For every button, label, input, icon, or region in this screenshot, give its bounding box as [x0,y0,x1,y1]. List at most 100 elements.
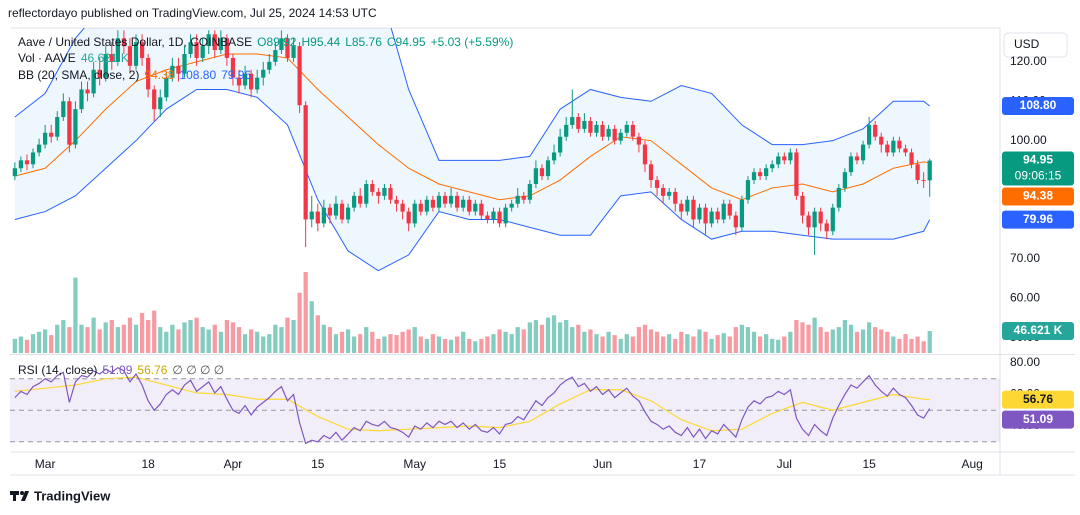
candle-body [394,199,399,204]
legend-row: BB (20, SMA, close, 2) 94.38 108.80 79.96 [18,67,256,83]
candle-body [776,156,781,165]
quote-value: +5.03 (+5.59%) [430,35,514,49]
candle-body [733,215,738,228]
volume-bar [152,310,157,353]
volume-bar [654,331,660,353]
candle-body [67,101,72,145]
y-tick-label: 100.00 [1010,133,1047,147]
volume-bar [909,338,914,353]
quote-value: H95.44 [301,35,341,49]
candle-body [430,199,436,208]
candle-body [909,152,914,165]
candle-body [654,180,660,188]
candle-body [303,105,308,220]
x-tick-label: May [403,457,426,471]
candle-body [915,164,920,181]
candle-body [685,199,690,212]
volume-bar [24,339,30,353]
y-tick-label: 70.00 [1010,251,1040,265]
volume-bar [685,334,690,353]
candle-body [49,132,54,137]
candle-body [497,211,502,224]
candle-body [770,164,775,169]
volume-bar [473,341,478,353]
volume-bar [721,333,726,353]
currency-button[interactable] [1003,32,1068,58]
candle-body [709,211,714,224]
candle-body [679,203,684,212]
candle-body [703,207,708,224]
volume-bar [273,324,278,353]
volume-bar [600,336,605,353]
volume-bar [606,331,611,353]
candle-body [848,156,854,173]
price-badge [1002,410,1074,429]
candle-body [255,77,260,90]
candle-body [824,223,829,232]
volume-bar [594,334,599,353]
volume-bar [545,317,551,353]
x-tick-label: 17 [693,457,707,471]
candle-body [146,57,151,90]
candle-body [533,168,539,184]
candle-body [558,136,563,153]
volume-bar [79,324,84,353]
volume-bar [18,336,24,353]
candle-body [370,184,375,192]
candle-body [285,38,290,58]
candle-body [158,97,163,110]
volume-bar [709,338,714,353]
candle-body [551,152,557,161]
quote-value: L85.76 [345,35,382,49]
candle-body [400,203,405,212]
volume-bar [673,338,678,353]
volume-bar [903,334,908,353]
candle-body [79,89,84,110]
volume-bar [697,329,702,353]
candle-body [364,184,369,204]
candle-body [127,46,133,66]
bb-value: 79.96 [221,68,252,82]
volume-bar [412,327,417,353]
candle-body [321,207,326,224]
candle-body [836,187,841,208]
candle-body [764,168,769,177]
candle-body [467,199,472,212]
volume-bar [630,336,635,353]
volume-bar [848,324,854,353]
candle-body [249,73,254,90]
candle-body [376,191,381,196]
candle-body [527,184,532,200]
price-badge [1002,322,1074,341]
candle-body [182,54,187,74]
candle-body [115,38,120,62]
volume-bar [509,334,514,353]
candle-body [576,117,581,129]
candle-body [206,34,211,47]
volume-bar [788,331,793,353]
volume-bar [564,320,569,353]
volume-bar [358,334,363,353]
candle-body [442,195,448,204]
volume-bar [36,331,42,353]
volume-bar [588,329,593,353]
volume-bar [109,320,114,353]
candle-body [24,160,30,165]
volume-bar [352,336,357,353]
volume-bar [261,336,266,353]
rsi-label: RSI (14, close) [18,363,98,377]
bb-upper [14,28,931,161]
bb-value: 108.80 [179,68,217,82]
volume-bar [618,338,623,353]
volume-bar [49,335,54,353]
candle-body [891,140,896,153]
x-tick-label: Apr [224,457,243,471]
volume-bar [224,320,230,353]
volume-bar [321,324,326,353]
candle-body [327,207,333,216]
price-badge-label: 94.95 [1023,153,1053,167]
volume-bar [515,327,520,353]
volume-bar [558,322,563,353]
candle-body [170,65,175,78]
